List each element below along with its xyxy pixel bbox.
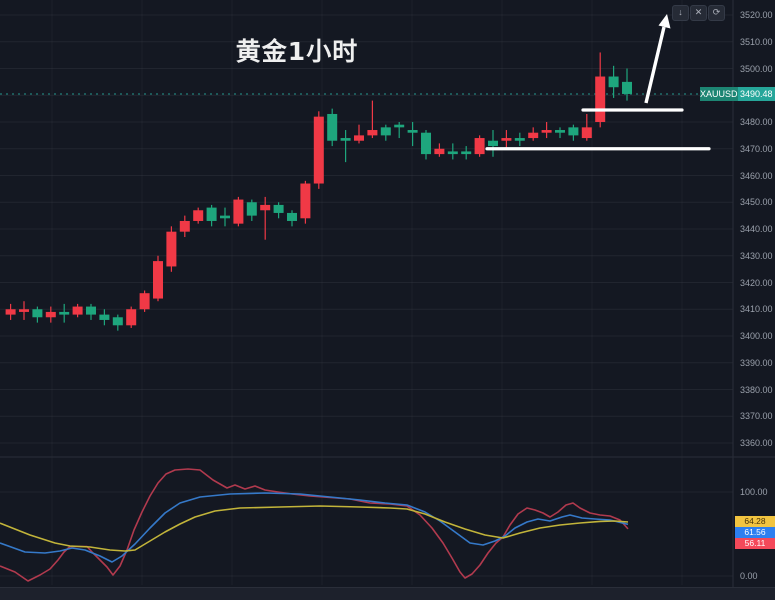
indicator-value-blue: 61.56 bbox=[735, 527, 775, 538]
candle-body bbox=[367, 130, 378, 136]
axis-tick-label: 3520.00 bbox=[740, 10, 773, 20]
candle-body bbox=[447, 151, 458, 155]
arrow-head-icon bbox=[658, 14, 671, 29]
candle-body bbox=[139, 293, 150, 310]
candle-body bbox=[86, 306, 96, 315]
candle-body bbox=[99, 314, 110, 320]
axis-tick-label: 100.00 bbox=[740, 487, 768, 497]
axis-tick-label: 3460.00 bbox=[740, 170, 773, 181]
candle-body bbox=[300, 183, 311, 219]
candle-body bbox=[126, 309, 137, 326]
candle-body bbox=[434, 148, 445, 155]
axis-tick-label: 3400.00 bbox=[740, 331, 773, 341]
axis-tick-label: 3440.00 bbox=[740, 224, 773, 234]
candle-body bbox=[555, 130, 565, 133]
candle-body bbox=[514, 138, 525, 141]
candle-body bbox=[581, 127, 592, 139]
candle-body bbox=[501, 138, 512, 141]
candle-body bbox=[233, 199, 244, 224]
indicator-line-slow bbox=[0, 505, 629, 552]
arrow-shaft bbox=[644, 26, 666, 104]
candle-body bbox=[19, 309, 29, 312]
candle-body bbox=[260, 204, 271, 211]
candle-body bbox=[72, 306, 83, 315]
candle-body bbox=[313, 116, 324, 184]
candle-body bbox=[340, 138, 351, 141]
download-icon[interactable]: ↓ bbox=[672, 5, 689, 21]
axis-tick-label: 3380.00 bbox=[740, 384, 773, 395]
candle-body bbox=[246, 202, 257, 216]
axis-tick-label: 3480.00 bbox=[740, 117, 773, 127]
symbol-label: XAUUSD bbox=[700, 87, 738, 101]
candle-body bbox=[407, 130, 418, 133]
axis-tick-label: 3390.00 bbox=[740, 357, 773, 368]
candle-body bbox=[179, 220, 190, 232]
indicator-value-red: 56.11 bbox=[735, 538, 775, 549]
indicator-line-mid bbox=[0, 492, 629, 563]
chart-title: 黄金1小时 bbox=[235, 37, 359, 66]
candle-body bbox=[474, 138, 485, 155]
candle-body bbox=[327, 113, 338, 141]
candle-body bbox=[354, 135, 364, 141]
candle-body bbox=[608, 76, 619, 88]
axis-tick-label: 3510.00 bbox=[740, 36, 773, 47]
bottom-toolbar bbox=[0, 587, 775, 600]
candle-body bbox=[166, 231, 177, 267]
indicator-value-yellow: 64.28 bbox=[735, 516, 775, 527]
candle-body bbox=[45, 311, 56, 318]
candle-body bbox=[568, 127, 579, 136]
axis-tick-label: 3470.00 bbox=[740, 143, 773, 154]
axis-tick-label: 3410.00 bbox=[740, 304, 773, 315]
candle-body bbox=[488, 140, 498, 147]
expand-icon[interactable]: ✕ bbox=[690, 5, 707, 21]
candle-body bbox=[220, 215, 230, 219]
candle-body bbox=[380, 127, 391, 136]
candle-body bbox=[32, 309, 43, 318]
last-price-tag: XAUUSD 3490.48 bbox=[700, 87, 775, 101]
candle-body bbox=[153, 261, 163, 299]
axis-tick-label: 3370.00 bbox=[740, 411, 773, 422]
refresh-icon[interactable]: ⟳ bbox=[708, 5, 725, 21]
candle-body bbox=[461, 151, 472, 155]
axis-tick-label: 3360.00 bbox=[740, 438, 773, 448]
axis-tick-label: 3450.00 bbox=[740, 197, 773, 208]
axis-tick-label: 3500.00 bbox=[740, 63, 773, 74]
axis-tick-label: 0.00 bbox=[740, 571, 758, 581]
candle-body bbox=[59, 311, 70, 315]
candle-body bbox=[622, 81, 632, 94]
candle-body bbox=[528, 132, 539, 139]
indicator-line-fast bbox=[0, 468, 629, 582]
candle-body bbox=[394, 124, 405, 128]
candle-body bbox=[112, 317, 123, 326]
axis-tick-label: 3420.00 bbox=[740, 277, 773, 288]
axis-tick-label: 3430.00 bbox=[740, 250, 773, 261]
candle-body bbox=[541, 130, 552, 133]
candle-body bbox=[595, 76, 606, 122]
candle-body bbox=[206, 207, 217, 221]
candle-body bbox=[421, 132, 431, 155]
candle-body bbox=[287, 212, 297, 221]
candle-body bbox=[193, 210, 204, 221]
last-price-value: 3490.48 bbox=[737, 87, 775, 101]
candle-body bbox=[5, 309, 16, 315]
candle-body bbox=[273, 204, 284, 213]
